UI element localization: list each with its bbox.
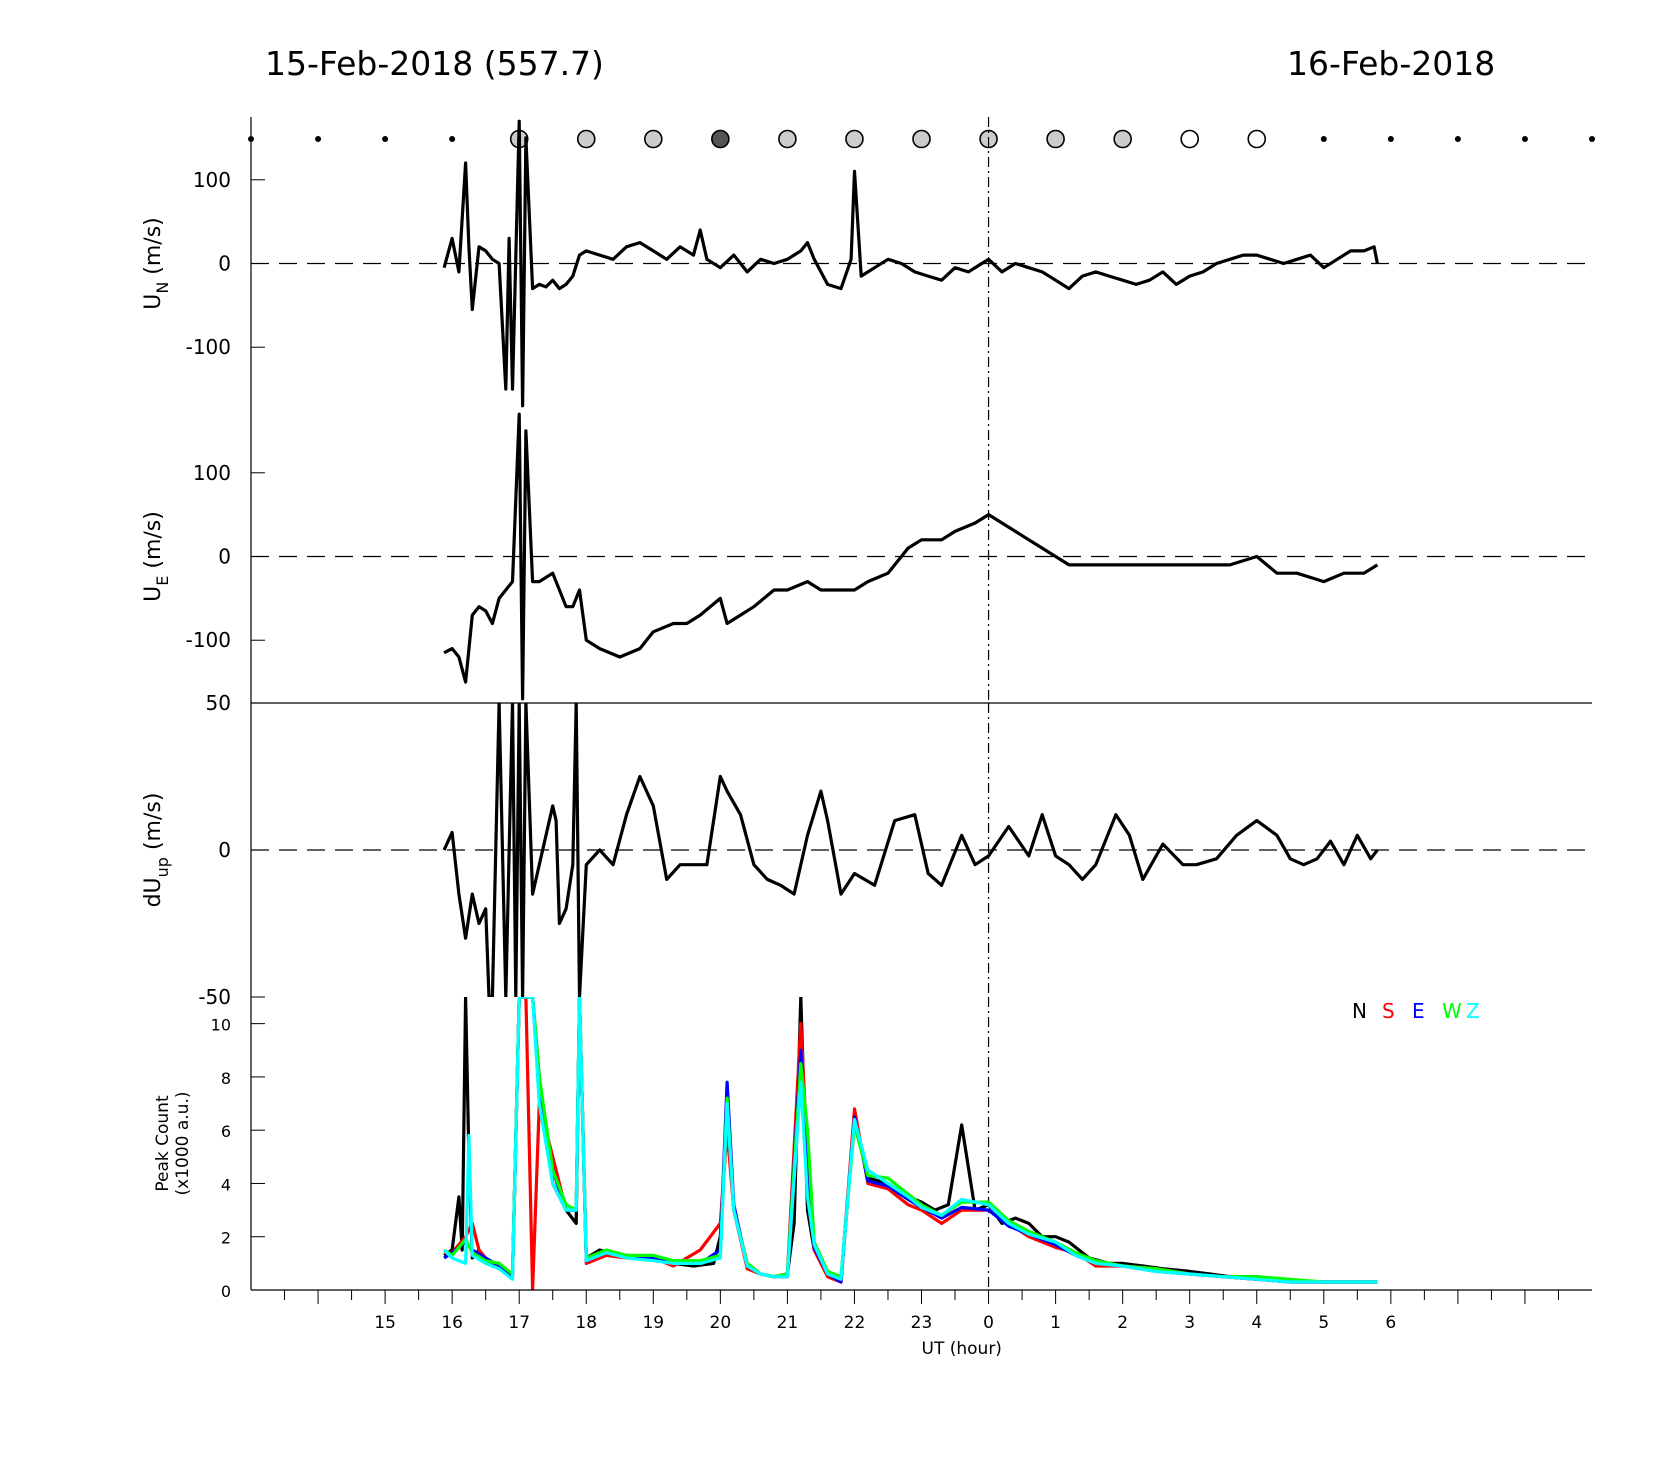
sky-dot-20 <box>1589 136 1595 142</box>
series-line-1-0 <box>442 119 1379 408</box>
left-date-title: 15-Feb-2018 (557.7) <box>265 44 604 83</box>
y-label-sub-1: N <box>153 282 172 294</box>
series-line-2-0 <box>443 412 1379 701</box>
sky-dot-1 <box>315 136 322 142</box>
y-label-unit-1: (m/s) <box>141 217 166 281</box>
x-tick-label-12: 3 <box>1184 1313 1195 1333</box>
legend-W: W <box>1442 999 1462 1023</box>
x-tick-label-7: 22 <box>844 1313 866 1333</box>
y-axis-label-2: UE (m/s) <box>141 511 172 602</box>
legend-Z: Z <box>1466 999 1480 1023</box>
x-tick-label-1: 16 <box>441 1313 463 1333</box>
y-tick-label-3-1: 0 <box>218 838 231 862</box>
sky-marker-7 <box>711 129 730 149</box>
y-label-main-4: Peak Count <box>153 1095 173 1192</box>
legend-N: N <box>1352 999 1367 1023</box>
series-line-4-4 <box>442 997 1378 1284</box>
x-tick-label-3: 18 <box>575 1313 597 1333</box>
y-tick-label-4-5: 0 <box>221 1282 231 1301</box>
y-axis-label2-4: (x1000 a.u.) <box>173 1092 193 1196</box>
y-tick-label-1-1: 0 <box>218 252 231 276</box>
y-tick-label-4-3: 4 <box>221 1175 231 1194</box>
y-tick-label-3-0: 50 <box>206 691 231 715</box>
x-tick-label-4: 19 <box>642 1313 664 1333</box>
x-tick-label-0: 15 <box>374 1313 396 1333</box>
y-label-main-2: U <box>141 586 166 602</box>
sky-marker-12 <box>1046 129 1065 149</box>
x-tick-label-6: 21 <box>777 1313 799 1333</box>
y-label-main-3: dU <box>141 877 166 907</box>
y-axis-label-1: UN (m/s) <box>141 217 172 310</box>
y-tick-label-2-1: 0 <box>218 545 231 569</box>
sky-marker-6 <box>643 129 663 149</box>
y-tick-label-4-2: 6 <box>221 1122 231 1141</box>
y-label-unit-3: (m/s) <box>141 793 166 857</box>
sky-marker-5 <box>576 129 596 149</box>
sky-marker-13 <box>1113 129 1132 149</box>
y-tick-label-1-2: -100 <box>186 335 231 359</box>
x-tick-label-2: 17 <box>508 1313 530 1333</box>
y-tick-label-2-0: 100 <box>193 461 231 485</box>
x-tick-label-5: 20 <box>710 1313 732 1333</box>
y-label-main-1: U <box>141 294 166 310</box>
y-tick-label-4-0: 10 <box>211 1016 231 1035</box>
y-label-sub-2: E <box>153 576 172 586</box>
x-tick-label-13: 4 <box>1251 1313 1262 1333</box>
sky-dot-18 <box>1454 136 1461 142</box>
y-label-unit-2: (m/s) <box>141 511 166 575</box>
y-tick-label-2-2: -100 <box>186 628 231 652</box>
sky-dot-19 <box>1521 136 1528 142</box>
series-line-4-0 <box>443 997 1378 1284</box>
sky-marker-9 <box>845 129 864 149</box>
sky-marker-8 <box>778 129 797 149</box>
right-date-title: 16-Feb-2018 <box>1287 44 1496 83</box>
x-tick-label-11: 2 <box>1117 1313 1128 1333</box>
x-tick-label-14: 5 <box>1318 1313 1329 1333</box>
sky-dot-16 <box>1320 136 1327 142</box>
sky-dot-17 <box>1387 136 1394 142</box>
panel-1: 100 0 -100 UN (m/s) <box>141 117 1592 410</box>
legend-S: S <box>1382 999 1395 1023</box>
sky-marker-14 <box>1180 129 1199 149</box>
y-axis-label-4: Peak Count <box>153 1095 173 1192</box>
sky-dot-3 <box>449 136 456 142</box>
y-label-sub-3: up <box>153 857 172 877</box>
x-tick-label-15: 6 <box>1385 1313 1396 1333</box>
x-tick-label-9: 0 <box>983 1313 994 1333</box>
x-tick-label-8: 23 <box>911 1313 933 1333</box>
y-tick-label-4-4: 2 <box>221 1229 231 1248</box>
y-tick-label-4-1: 8 <box>221 1069 231 1088</box>
x-axis-label: UT (hour) <box>922 1339 1002 1359</box>
y-tick-label-1-0: 100 <box>193 168 231 192</box>
panel-3: 50 0 -50 dUup (m/s) <box>141 691 1592 1009</box>
panel-2: 100 0 -100 UE (m/s) <box>141 410 1592 703</box>
legend-E: E <box>1412 999 1425 1023</box>
sky-marker-15 <box>1247 129 1267 149</box>
y-axis-label-3: dUup (m/s) <box>141 793 172 908</box>
y-tick-label-3-2: -50 <box>198 985 231 1009</box>
sky-dot-2 <box>382 136 389 142</box>
sky-marker-10 <box>912 129 931 149</box>
series-line-3-0 <box>442 703 1379 997</box>
x-tick-label-10: 1 <box>1050 1313 1061 1333</box>
panel-4: 10 8 6 4 2 0 Peak Count (x1000 a.u.) <box>153 997 1378 1301</box>
